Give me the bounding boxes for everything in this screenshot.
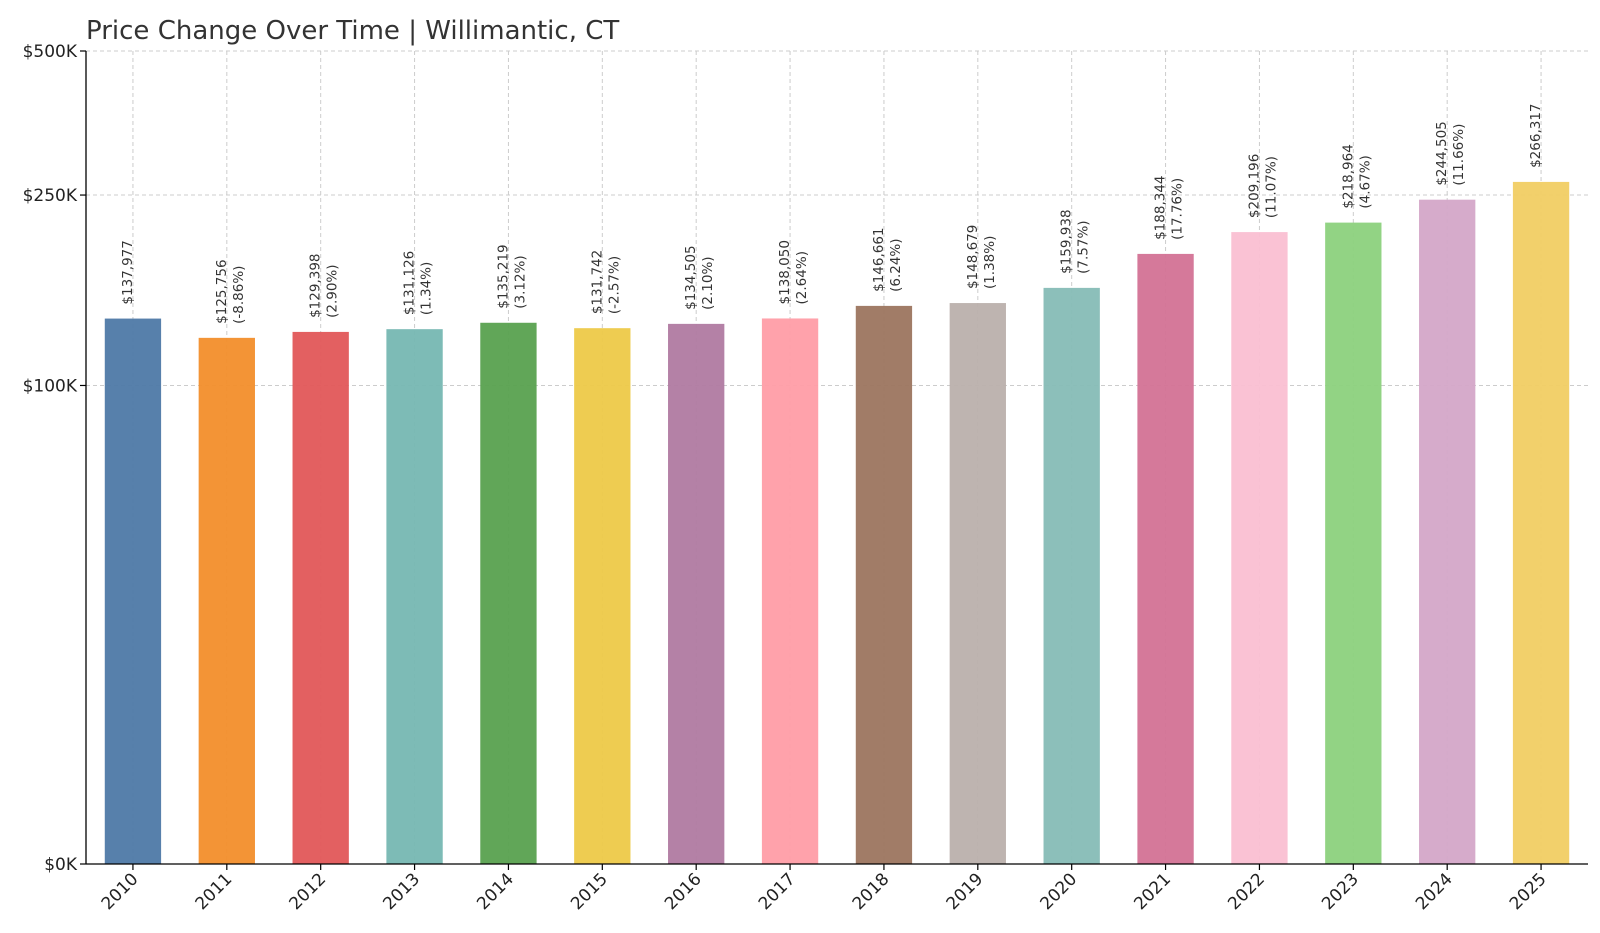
axes (80, 50, 1588, 870)
change-label-2019: (1.38%) (982, 236, 998, 289)
change-label-2018: (6.24%) (888, 238, 904, 291)
change-label-2014: (3.12%) (512, 255, 528, 308)
bar-2016 (668, 323, 725, 864)
bar-2025 (1512, 181, 1570, 865)
value-label-2018: $146,661 (871, 227, 887, 291)
x-tick-label-2012: 2012 (285, 869, 330, 914)
x-tick-label-2013: 2013 (379, 869, 424, 914)
x-tick-label-2023: 2023 (1318, 869, 1363, 914)
value-label-2010: $137,977 (120, 240, 136, 304)
x-tick-label-2020: 2020 (1036, 869, 1081, 914)
x-tick-label-2015: 2015 (567, 869, 612, 914)
x-tick-label-2021: 2021 (1130, 869, 1175, 914)
x-axis-tick-labels: 2010 2011 2012 2013 2014 2015 2016 2017 2018 2019… (98, 869, 1551, 914)
change-label-2022: (11.07%) (1263, 156, 1279, 218)
value-label-2015: $131,742 (589, 250, 605, 314)
value-label-2025: $266,317 (1528, 103, 1544, 167)
chart-title: Price Change Over Time | Willimantic, CT (86, 16, 619, 46)
y-tick-label: $250K (23, 186, 78, 206)
change-label-2017: (2.64%) (794, 251, 810, 304)
bar-2010 (104, 318, 162, 865)
bar-2024 (1419, 199, 1476, 864)
x-tick-label-2022: 2022 (1224, 869, 1269, 914)
change-label-2013: (1.34%) (419, 262, 435, 315)
x-tick-label-2018: 2018 (849, 869, 894, 914)
bar-2023 (1325, 222, 1382, 864)
value-label-2014: $135,219 (495, 244, 511, 308)
change-label-2021: (17.76%) (1170, 178, 1186, 240)
bar-2020 (1043, 287, 1100, 864)
x-tick-label-2010: 2010 (98, 869, 143, 914)
value-label-2011: $125,756 (214, 259, 230, 323)
bar-2013 (386, 329, 443, 864)
bar-2022 (1231, 232, 1288, 864)
bar-2021 (1137, 253, 1194, 864)
value-label-2013: $131,126 (402, 251, 418, 315)
bar-2014 (480, 322, 537, 865)
change-label-2023: (4.67%) (1357, 155, 1373, 208)
value-label-2017: $138,050 (777, 240, 793, 304)
data-labels: $137,977 $125,756 (-8.86%) $129,398 (2.90%) $… (120, 103, 1544, 323)
bar-2015 (574, 328, 631, 864)
value-label-2021: $188,344 (1153, 175, 1169, 239)
change-label-2011: (-8.86%) (231, 266, 247, 324)
change-label-2024: (11.66%) (1451, 124, 1467, 186)
y-axis-tick-labels: $0K $100K $250K $500K (23, 42, 78, 875)
y-tick-label: $100K (23, 376, 78, 396)
change-label-2020: (7.57%) (1076, 220, 1092, 273)
value-label-2020: $159,938 (1059, 209, 1075, 273)
value-label-2022: $209,196 (1246, 154, 1262, 218)
value-label-2023: $218,964 (1340, 144, 1356, 208)
value-label-2016: $134,505 (683, 245, 699, 309)
x-tick-label-2019: 2019 (943, 869, 988, 914)
value-label-2024: $244,505 (1434, 121, 1450, 185)
change-label-2016: (2.10%) (700, 256, 716, 309)
bar-2018 (855, 305, 913, 864)
x-tick-label-2017: 2017 (755, 869, 800, 914)
bar-2011 (198, 337, 255, 864)
value-label-2019: $148,679 (965, 225, 981, 289)
x-tick-label-2025: 2025 (1506, 869, 1551, 914)
x-tick-label-2016: 2016 (661, 869, 706, 914)
y-tick-label: $500K (23, 42, 78, 62)
bar-2012 (292, 331, 349, 864)
change-label-2012: (2.90%) (325, 264, 341, 317)
x-tick-label-2024: 2024 (1412, 869, 1457, 914)
bar-2017 (761, 318, 819, 864)
bar-2019 (949, 303, 1006, 865)
x-tick-label-2011: 2011 (192, 869, 237, 914)
value-label-2012: $129,398 (308, 253, 324, 317)
x-tick-label-2014: 2014 (473, 869, 518, 914)
y-tick-label: $0K (44, 855, 78, 875)
change-label-2015: (-2.57%) (606, 256, 622, 314)
bars (104, 181, 1570, 865)
